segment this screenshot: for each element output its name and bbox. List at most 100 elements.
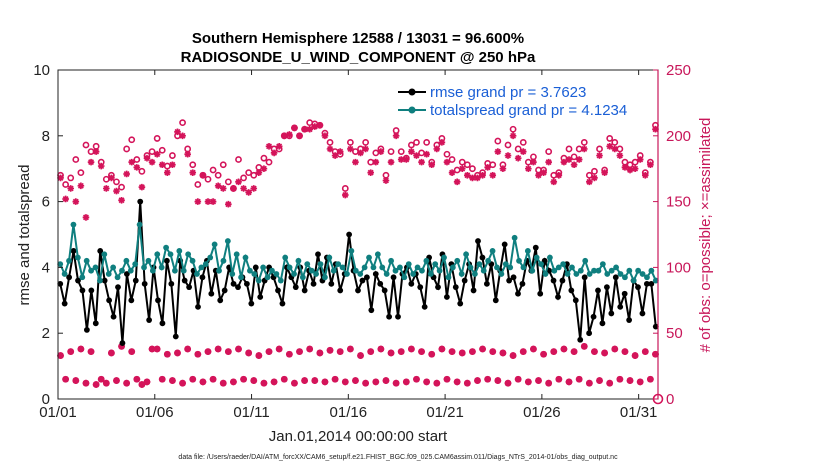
possible-obs-marker xyxy=(606,135,614,142)
assimilated-obs-marker xyxy=(535,171,542,179)
assimilated-obs-marker xyxy=(403,378,410,386)
possible-obs-marker xyxy=(341,185,349,192)
totalspread-point xyxy=(251,271,258,277)
possible-obs-marker xyxy=(82,141,90,149)
assimilated-obs-marker xyxy=(530,345,537,353)
assimilated-obs-marker xyxy=(372,378,380,386)
assimilated-obs-marker xyxy=(586,379,593,387)
totalspread-point xyxy=(304,261,311,268)
assimilated-obs-marker xyxy=(245,189,252,196)
totalspread-point xyxy=(617,271,624,277)
assimilated-obs-marker xyxy=(286,350,293,358)
rmse-point xyxy=(475,238,481,244)
assimilated-obs-marker xyxy=(240,375,247,383)
totalspread-point xyxy=(207,254,214,261)
assimilated-obs-marker xyxy=(453,378,461,386)
totalspread-point xyxy=(538,261,544,268)
totalspread-point xyxy=(233,251,240,258)
assimilated-obs-marker xyxy=(209,375,217,383)
totalspread-point xyxy=(586,271,593,277)
assimilated-obs-marker xyxy=(301,125,308,133)
rmse-point xyxy=(101,277,108,284)
totalspread-point xyxy=(423,257,430,264)
rmse-point xyxy=(97,248,104,254)
y-tick-label: 8 xyxy=(42,128,50,145)
assimilated-obs-marker xyxy=(367,169,375,176)
totalspread-point xyxy=(604,271,611,277)
totalspread-point xyxy=(110,264,117,271)
assimilated-obs-marker xyxy=(194,198,202,205)
assimilated-obs-marker xyxy=(474,377,481,384)
assimilated-obs-marker xyxy=(636,156,644,163)
assimilated-obs-marker xyxy=(387,349,395,357)
assimilated-obs-marker xyxy=(336,148,344,155)
rmse-point xyxy=(248,300,255,307)
assimilated-obs-marker xyxy=(464,171,471,179)
totalspread-point xyxy=(529,267,536,274)
assimilated-obs-marker xyxy=(67,185,75,192)
assimilated-obs-marker xyxy=(631,352,639,359)
rmse-point xyxy=(292,284,299,291)
rmse-point xyxy=(119,340,126,346)
assimilated-obs-marker xyxy=(565,378,573,386)
rmse-point xyxy=(617,303,624,310)
assimilated-obs-marker xyxy=(153,345,161,353)
possible-obs-marker xyxy=(179,119,186,127)
totalspread-point xyxy=(414,264,421,271)
assimilated-obs-marker xyxy=(118,343,125,350)
possible-obs-marker xyxy=(407,141,415,149)
rmse-point xyxy=(92,320,99,327)
totalspread-point xyxy=(613,264,619,271)
totalspread-point xyxy=(476,261,483,268)
data-layer xyxy=(57,119,659,388)
assimilated-obs-marker xyxy=(326,347,334,354)
totalspread-point xyxy=(132,261,139,268)
assimilated-obs-marker xyxy=(270,378,278,386)
assimilated-obs-marker xyxy=(570,161,578,169)
assimilated-obs-marker xyxy=(352,377,359,384)
assimilated-obs-marker xyxy=(392,379,400,387)
assimilated-obs-marker xyxy=(392,132,400,140)
assimilated-obs-marker xyxy=(489,171,497,179)
y-tick-label: 0 xyxy=(42,391,50,408)
totalspread-point xyxy=(542,271,549,277)
rmse-point xyxy=(581,274,588,281)
assimilated-obs-marker xyxy=(311,123,319,130)
assimilated-obs-marker xyxy=(255,352,263,359)
possible-obs-marker xyxy=(194,181,202,188)
assimilated-obs-marker xyxy=(484,375,491,383)
assimilated-obs-marker xyxy=(270,149,278,157)
possible-obs-marker xyxy=(128,136,136,144)
assimilated-obs-marker xyxy=(62,375,69,383)
rmse-point xyxy=(479,254,486,261)
rmse-point xyxy=(328,280,335,287)
y-right-tick-label: 100 xyxy=(666,259,691,276)
possible-obs-marker xyxy=(77,169,85,177)
totalspread-point xyxy=(467,264,474,271)
rmse-point xyxy=(626,317,633,323)
assimilated-obs-marker xyxy=(164,350,171,358)
possible-obs-marker xyxy=(153,135,161,142)
possible-obs-marker xyxy=(235,156,242,163)
rmse-point xyxy=(310,280,317,287)
assimilated-obs-marker xyxy=(611,145,619,153)
assimilated-obs-marker xyxy=(586,178,593,186)
totalspread-point xyxy=(405,261,412,268)
totalspread-point xyxy=(163,244,169,251)
rmse-point xyxy=(381,287,388,294)
possible-obs-marker xyxy=(458,158,466,166)
data-file-footer: data file: /Users/raeder/DAI/ATM_forcXX/… xyxy=(178,454,618,461)
assimilated-obs-marker xyxy=(103,379,110,387)
x-tick-label: 01/11 xyxy=(233,404,269,421)
assimilated-obs-marker xyxy=(377,345,385,353)
rmse-point xyxy=(163,257,170,264)
rmse-point xyxy=(612,274,619,281)
assimilated-obs-marker xyxy=(219,185,227,192)
rmse-point xyxy=(452,284,459,291)
assimilated-obs-marker xyxy=(423,378,430,386)
assimilated-obs-marker xyxy=(408,148,415,155)
rmse-point xyxy=(368,307,375,314)
assimilated-obs-marker xyxy=(87,348,95,355)
assimilated-obs-marker xyxy=(616,375,624,383)
assimilated-obs-marker xyxy=(387,158,395,166)
